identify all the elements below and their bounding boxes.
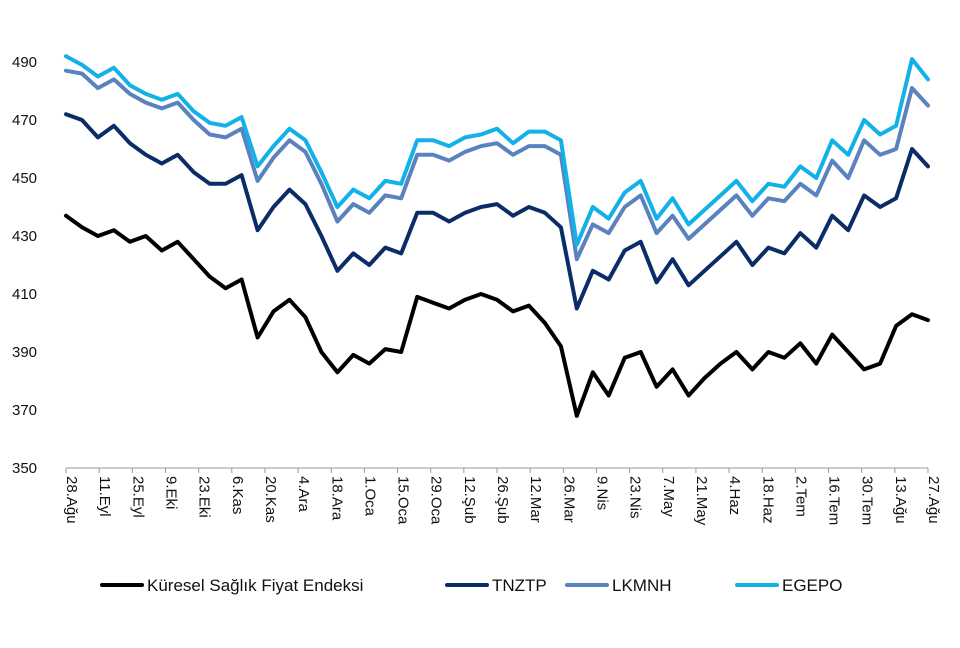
legend-label: Küresel Sağlık Fiyat Endeksi — [147, 576, 363, 595]
y-axis-ticks: 350 370 390 410 430 450 470 490 — [12, 54, 37, 477]
legend: Küresel Sağlık Fiyat Endeksi TNZTP LKMNH EG… — [100, 576, 842, 595]
x-tick-label: 26.Mar — [560, 476, 577, 523]
x-tick-label: 29.Oca — [428, 476, 445, 525]
legend-label: TNZTP — [492, 576, 547, 595]
y-tick-label: 410 — [12, 286, 37, 303]
y-tick-label: 430 — [12, 228, 37, 245]
x-tick-label: 13.Ağu — [892, 476, 909, 524]
x-tick-label: 9.Eki — [162, 476, 179, 509]
x-tick-label: 4.Ara — [295, 476, 312, 513]
x-tick-label: 26.Şub — [494, 476, 511, 524]
x-tick-label: 20.Kas — [262, 476, 279, 523]
x-tick-label: 6.Kas — [229, 476, 246, 514]
x-tick-label: 18.Haz — [759, 476, 776, 524]
x-tick-label: 11.Eyl — [96, 476, 113, 517]
x-tick-label: 15.Oca — [395, 476, 412, 525]
x-tick-label: 30.Tem — [859, 476, 876, 525]
x-tick-label: 25.Eyl — [129, 476, 146, 518]
x-tick-label: 23.Eki — [196, 476, 213, 518]
y-tick-label: 450 — [12, 170, 37, 187]
x-tick-label: 1.Oca — [361, 476, 378, 517]
series-line-2 — [64, 68, 930, 262]
x-tick-label: 23.Nis — [627, 476, 644, 519]
series-line-1 — [64, 112, 930, 311]
y-tick-label: 350 — [12, 460, 37, 477]
x-tick-label: 4.Haz — [726, 476, 743, 515]
series-line-0 — [64, 213, 930, 418]
x-tick-label: 12.Şub — [461, 476, 478, 524]
y-tick-label: 470 — [12, 112, 37, 129]
y-tick-label: 490 — [12, 54, 37, 71]
x-tick-label: 12.Mar — [527, 476, 544, 523]
x-tick-label: 7.May — [660, 476, 677, 517]
series-lines — [64, 54, 930, 418]
x-tick-label: 9.Nis — [593, 476, 610, 510]
y-tick-label: 390 — [12, 344, 37, 361]
legend-label: LKMNH — [612, 576, 672, 595]
x-axis-ticks: 28.Ağu 11.Eyl 25.Eyl 9.Eki 23.Eki 6.Kas 20.Kas… — [63, 468, 942, 526]
x-tick-label: 2.Tem — [792, 476, 809, 517]
x-tick-label: 16.Tem — [826, 476, 843, 525]
y-tick-label: 370 — [12, 402, 37, 419]
legend-label: EGEPO — [782, 576, 842, 595]
x-tick-label: 27.Ağu — [925, 476, 942, 524]
x-tick-label: 21.May — [693, 476, 710, 526]
x-tick-label: 28.Ağu — [63, 476, 80, 524]
series-line-3 — [64, 54, 930, 247]
x-tick-label: 18.Ara — [328, 476, 345, 521]
